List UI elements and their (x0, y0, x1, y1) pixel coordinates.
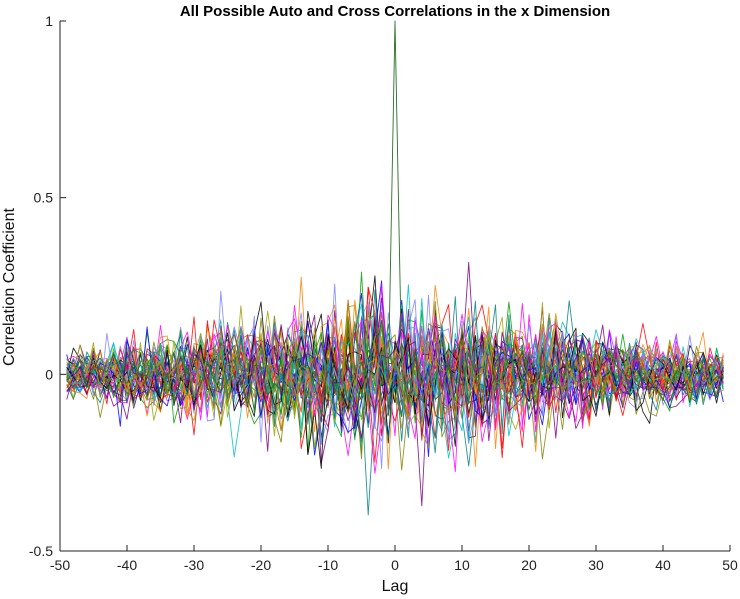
x-tick-label: -20 (251, 557, 271, 573)
x-tick-label: 50 (722, 557, 738, 573)
y-ticks: -0.5 0 0.5 1 (29, 13, 66, 559)
x-axis-label: Lag (382, 578, 409, 595)
correlation-series-line (66, 261, 724, 436)
series-lines (66, 20, 724, 516)
x-tick-label: -30 (184, 557, 204, 573)
x-tick-label: 40 (655, 557, 671, 573)
y-tick-label: 0.5 (34, 190, 54, 206)
y-tick-label: 1 (45, 13, 53, 29)
correlation-series-line (66, 300, 724, 428)
x-tick-label: 10 (454, 557, 470, 573)
correlation-series-line (66, 284, 724, 432)
x-ticks: -50 -40 -30 -20 -10 0 10 20 30 40 50 (50, 545, 738, 573)
autocorrelation-peak-line (66, 20, 724, 415)
correlation-series-line (66, 289, 724, 439)
x-tick-label: -40 (117, 557, 137, 573)
correlation-series-line (66, 321, 724, 432)
x-tick-label: -50 (50, 557, 70, 573)
y-axis-label: Correlation Coefficient (1, 207, 18, 366)
y-tick-label: -0.5 (29, 543, 53, 559)
y-tick-label: 0 (45, 366, 53, 382)
x-tick-label: 30 (588, 557, 604, 573)
chart-title: All Possible Auto and Cross Correlations… (180, 3, 610, 20)
x-tick-label: 20 (521, 557, 537, 573)
x-tick-label: -10 (318, 557, 338, 573)
x-tick-label: 0 (391, 557, 399, 573)
axes (59, 21, 730, 552)
